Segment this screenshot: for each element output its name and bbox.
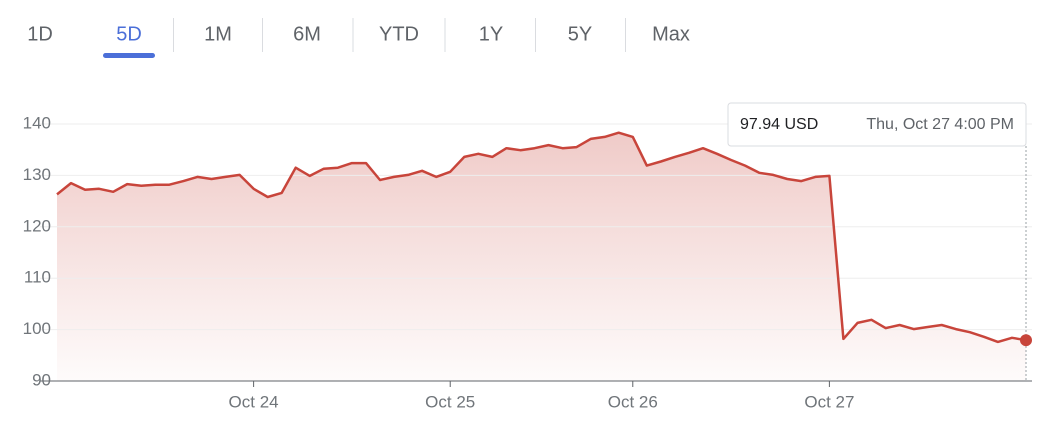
price-line [56, 131, 1027, 344]
y-tick-label: 90 [32, 370, 51, 389]
x-tick-label: Oct 26 [608, 392, 658, 411]
tab-underline [103, 53, 155, 58]
tooltip-date: Thu, Oct 27 4:00 PM [866, 116, 1014, 133]
tab[interactable]: Max [652, 23, 690, 45]
tab[interactable]: 1D [27, 23, 53, 45]
tab[interactable]: 6M [293, 23, 321, 45]
tab[interactable]: YTD [379, 23, 419, 45]
tab[interactable]: 5D [116, 23, 142, 45]
x-tick-label: Oct 25 [425, 392, 475, 411]
y-tick-label: 100 [23, 319, 51, 338]
y-tick-label: 130 [23, 165, 51, 184]
x-tick-label: Oct 24 [229, 392, 279, 411]
end-dot [1020, 334, 1032, 347]
tooltip-price: 97.94 USD [740, 116, 818, 133]
area-fill [57, 132, 1026, 381]
tab[interactable]: 1Y [479, 23, 503, 45]
y-tick-label: 120 [23, 216, 51, 235]
y-tick-label: 140 [23, 113, 51, 132]
tab[interactable]: 1M [204, 23, 232, 45]
x-tick-label: Oct 27 [804, 392, 854, 411]
tab[interactable]: 5Y [568, 23, 592, 45]
y-tick-label: 110 [24, 268, 51, 287]
tooltip-box [727, 102, 1027, 147]
